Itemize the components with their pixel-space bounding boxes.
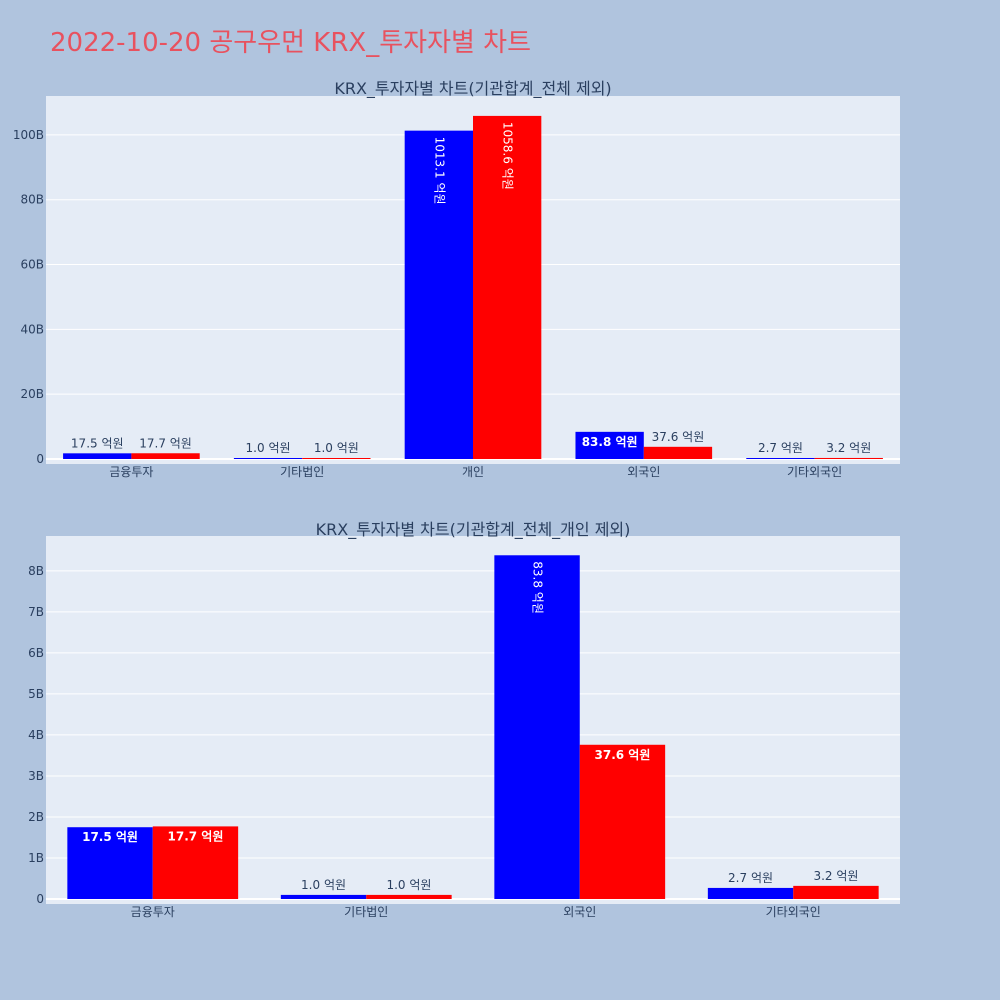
bar bbox=[152, 826, 239, 899]
bar bbox=[575, 431, 644, 459]
bar bbox=[579, 744, 666, 899]
bar bbox=[302, 458, 371, 459]
y-tick-label: 8B bbox=[28, 564, 44, 578]
data-label: 3.2 억원 bbox=[813, 869, 858, 883]
x-tick-label: 기타외국인 bbox=[766, 905, 821, 919]
data-label: 1.0 억원 bbox=[386, 878, 431, 892]
data-label: 2.7 억원 bbox=[728, 871, 773, 885]
y-tick-label: 2B bbox=[28, 810, 44, 824]
x-tick-label: 기타외국인 bbox=[787, 465, 842, 479]
bar bbox=[643, 446, 713, 459]
bar bbox=[63, 453, 132, 459]
data-label: 17.5 억원 bbox=[82, 830, 138, 844]
y-tick-label: 40B bbox=[20, 322, 44, 336]
y-tick-label: 1B bbox=[28, 851, 44, 865]
x-tick-label: 금융투자 bbox=[109, 465, 153, 479]
page-title: 2022-10-20 공구우먼 KRX_투자자별 차트 bbox=[50, 28, 532, 58]
x-tick-label: 기타법인 bbox=[344, 905, 388, 919]
data-label: 17.7 억원 bbox=[139, 436, 192, 450]
data-label: 17.5 억원 bbox=[71, 436, 124, 450]
x-tick-label: 금융투자 bbox=[131, 905, 175, 919]
y-tick-label: 80B bbox=[20, 193, 44, 207]
x-tick-label: 외국인 bbox=[627, 465, 660, 479]
y-tick-label: 60B bbox=[20, 258, 44, 272]
bar bbox=[233, 458, 303, 459]
y-tick-label: 20B bbox=[20, 387, 44, 401]
bar bbox=[366, 894, 452, 899]
data-label: 2.7 억원 bbox=[758, 441, 803, 455]
data-label: 83.8 억원 bbox=[582, 435, 638, 449]
chart-title: KRX_투자자별 차트(기관합계_전체 제외) bbox=[334, 79, 611, 99]
y-tick-label: 3B bbox=[28, 769, 44, 783]
y-tick-label: 0 bbox=[36, 892, 44, 906]
x-tick-label: 외국인 bbox=[563, 905, 596, 919]
bar bbox=[473, 115, 542, 459]
x-tick-label: 기타법인 bbox=[280, 465, 324, 479]
data-label: 3.2 억원 bbox=[826, 441, 871, 455]
data-label: 37.6 억원 bbox=[595, 748, 651, 762]
y-tick-label: 5B bbox=[28, 687, 44, 701]
bar bbox=[814, 457, 883, 459]
data-label: 83.8 억원 bbox=[531, 561, 545, 614]
data-label: 1.0 억원 bbox=[314, 441, 359, 455]
y-tick-label: 100B bbox=[13, 128, 44, 142]
data-label: 1.0 억원 bbox=[301, 878, 346, 892]
x-tick-label: 개인 bbox=[462, 465, 484, 479]
y-tick-label: 6B bbox=[28, 646, 44, 660]
bar bbox=[404, 130, 473, 460]
y-tick-label: 7B bbox=[28, 605, 44, 619]
data-label: 37.6 억원 bbox=[652, 430, 705, 444]
y-tick-label: 0 bbox=[36, 452, 44, 466]
data-label: 1.0 억원 bbox=[246, 441, 291, 455]
data-label: 1013.1 억원 bbox=[432, 137, 446, 205]
data-label: 1058.6 억원 bbox=[501, 122, 515, 190]
bar bbox=[280, 894, 367, 899]
bar bbox=[746, 458, 815, 459]
bar bbox=[494, 555, 580, 899]
bar bbox=[67, 827, 153, 899]
data-label: 17.7 억원 bbox=[168, 829, 224, 843]
bar bbox=[707, 887, 794, 899]
bar bbox=[793, 885, 879, 899]
y-tick-label: 4B bbox=[28, 728, 44, 742]
bar bbox=[131, 453, 200, 459]
chart-title: KRX_투자자별 차트(기관합계_전체_개인 제외) bbox=[316, 520, 631, 540]
